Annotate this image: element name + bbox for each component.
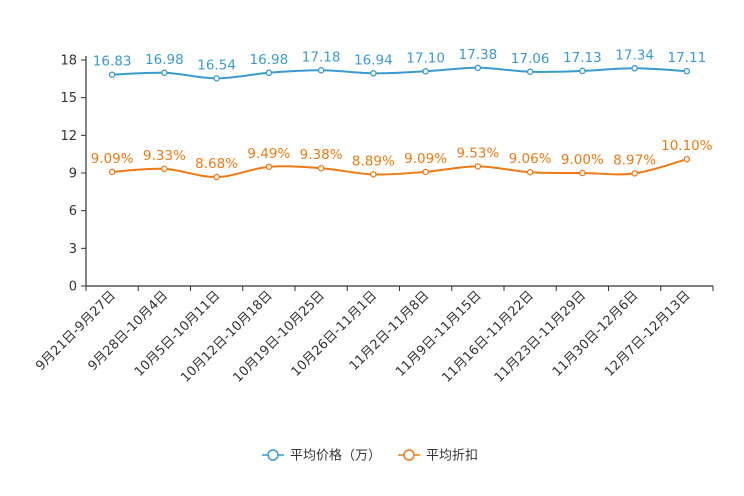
y-tick-label: 3 [69, 242, 77, 257]
y-tick-label: 6 [69, 204, 77, 219]
data-point [265, 163, 273, 171]
legend-item-1[interactable]: 平均折扣 [398, 449, 478, 464]
data-label: 9.53% [456, 145, 499, 161]
series-layer: 16.83 16.98 16.54 16.98 17.18 16.94 17.10 17.38… [91, 47, 713, 181]
legend-marker [267, 449, 279, 461]
data-label: 9.09% [91, 151, 134, 167]
series-0: 16.83 16.98 16.54 16.98 17.18 16.94 17.10 17.38… [93, 47, 707, 82]
data-point [526, 68, 534, 76]
legend[interactable]: 平均价格（万） 平均折扣 [262, 448, 478, 464]
y-tick-label: 18 [60, 54, 77, 69]
x-category-label: 10月12日-10月18日 [178, 288, 275, 385]
data-label: 8.89% [352, 153, 395, 169]
data-label: 9.38% [300, 147, 343, 163]
legend-label: 平均折扣 [426, 449, 478, 464]
data-point [213, 173, 220, 181]
data-point [579, 67, 586, 75]
y-tick-label: 12 [60, 129, 77, 144]
data-point [265, 69, 273, 77]
data-label: 9.09% [404, 151, 447, 167]
data-point [474, 64, 482, 72]
data-point [108, 71, 116, 78]
data-point [631, 170, 638, 177]
data-label: 17.13 [563, 50, 602, 66]
data-label: 16.98 [145, 52, 184, 68]
y-tick-label: 15 [60, 91, 77, 106]
data-point [161, 69, 168, 77]
data-point [161, 165, 168, 173]
data-point [579, 169, 586, 177]
data-point [683, 155, 691, 163]
data-point [631, 65, 638, 72]
data-label: 17.06 [511, 51, 550, 67]
x-category-label: 11月16日-11月22日 [439, 288, 536, 385]
data-point [108, 168, 116, 176]
y-tick-label: 9 [69, 167, 77, 182]
data-label: 9.06% [509, 151, 552, 167]
data-label: 16.54 [197, 57, 236, 73]
data-label: 17.11 [668, 50, 707, 66]
data-point [422, 68, 429, 75]
series-line [112, 66, 687, 80]
series-1: 9.09% 9.33% 8.68% 9.49% 9.38% 8.89% 9.09% 9.53%… [91, 138, 713, 181]
data-point [213, 75, 220, 82]
data-label: 16.94 [354, 52, 393, 68]
data-label: 17.10 [406, 50, 445, 66]
data-label: 9.00% [561, 152, 604, 168]
data-point [317, 164, 325, 172]
data-label: 17.38 [459, 47, 498, 63]
data-label: 8.68% [195, 156, 238, 172]
data-label: 8.97% [613, 152, 656, 168]
data-point [370, 70, 377, 77]
legend-marker [403, 449, 415, 461]
data-label: 10.10% [661, 138, 713, 154]
data-point [474, 163, 482, 170]
data-point [526, 168, 534, 176]
data-label: 17.18 [302, 49, 341, 65]
data-label: 16.83 [93, 54, 132, 70]
series-line [112, 158, 688, 179]
data-point [370, 171, 377, 178]
data-point [317, 67, 325, 74]
data-point [422, 168, 429, 176]
x-category-label: 11月23日-11月29日 [492, 288, 589, 385]
data-label: 16.98 [250, 52, 289, 68]
data-label: 9.49% [247, 146, 290, 162]
data-label: 17.34 [615, 47, 654, 63]
x-category-label: 10月19日-10月25日 [230, 288, 327, 385]
data-point [683, 67, 691, 75]
y-tick-label: 0 [69, 280, 77, 295]
legend-item-0[interactable]: 平均价格（万） [262, 448, 381, 464]
data-label: 9.33% [143, 148, 186, 164]
axes: 03691215189月21日-9月27日9月28日-10月4日10月5日-10… [33, 54, 714, 386]
legend-label: 平均价格（万） [290, 448, 381, 464]
